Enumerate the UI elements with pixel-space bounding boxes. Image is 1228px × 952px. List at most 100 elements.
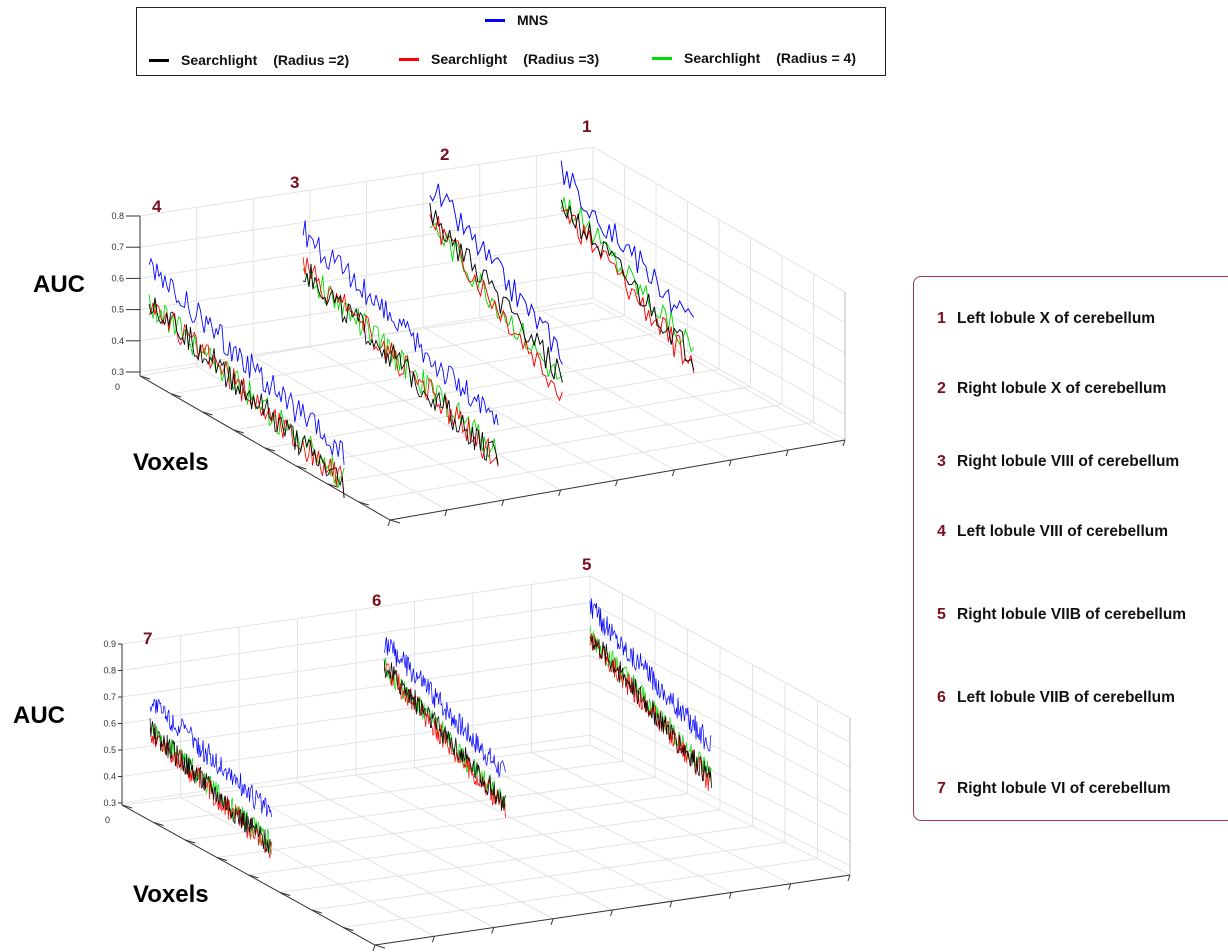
region-num-4: 4	[937, 523, 946, 540]
region-num-1: 1	[937, 310, 946, 327]
plot2-series-r3-5	[589, 633, 712, 792]
plot2-series-mns-5	[589, 598, 712, 752]
plot2-zticklabel: 0.8	[103, 666, 116, 676]
region-num-2: 2	[937, 380, 946, 397]
plot1-floor-grid-w	[536, 307, 789, 451]
plot1-x-tick	[202, 411, 213, 416]
region-num-7: 7	[937, 780, 946, 797]
plot1-y-tick	[728, 459, 732, 467]
plot2-x-tick	[343, 927, 354, 931]
plot1-back-grid-h	[139, 240, 594, 311]
plot1-zticklabel: 0.7	[111, 242, 124, 252]
plot2-floor-grid-d	[280, 825, 753, 893]
plot2-back-grid-h	[121, 575, 591, 645]
plot2-x-tick	[374, 944, 386, 949]
plot1-floor-grid-d	[327, 404, 783, 485]
plot2-floor-grid-d	[311, 842, 786, 911]
legend-label-radius3: Searchlight	[431, 51, 508, 67]
plot1-zticklabel: 0.3	[111, 367, 124, 377]
plot2-x-tick	[248, 874, 259, 879]
plot1-side-grid-h	[592, 177, 846, 324]
region-legend: 1 Left lobule X of cerebellum 2 Right lo…	[913, 276, 1228, 821]
plot1-series-r2-2	[429, 203, 563, 383]
region-item-6: 6 Left lobule VIIB of cerebellum	[937, 689, 1175, 707]
plot1-floor-grid-d	[358, 421, 814, 503]
plot1-floor-grid-w	[422, 326, 675, 471]
region-name-2: Right lobule X of cerebellum	[957, 380, 1167, 397]
plot1-y-tick	[671, 469, 675, 477]
plot2-zticklabel: 0.9	[103, 639, 116, 649]
legend-param-radius4: (Radius = 4)	[776, 50, 856, 66]
plot1-side-grid-h	[592, 240, 846, 385]
plot2-floor-grid-w	[414, 767, 673, 902]
plot2-xticklabel: 0	[105, 815, 110, 825]
legend-swatch-radius4	[652, 56, 672, 60]
legend-label-radius4: Searchlight	[684, 50, 761, 66]
plot1-side-grid-h	[592, 302, 846, 446]
plot2-floor-grid-d	[343, 858, 818, 928]
plot1-y-tick	[444, 509, 448, 517]
plot2-group-label-6: 6	[372, 591, 381, 610]
plot2-x-tick	[311, 909, 322, 914]
plot2-back-grid-h	[121, 655, 591, 724]
plot1-group-label-3: 3	[290, 173, 299, 192]
plot1-y-tick	[558, 489, 562, 497]
plot1-zlabel: AUC	[33, 271, 85, 298]
plot1-series-r2-4	[148, 297, 345, 499]
legend-item-mns: MNS	[485, 12, 548, 28]
plot2-group-label-5: 5	[582, 555, 591, 574]
plot1-x-tick	[358, 501, 369, 506]
plot2-series-mns-7	[149, 698, 272, 818]
region-item-3: 3 Right lobule VIII of cerebellum	[937, 453, 1179, 471]
plot1-y-tick	[785, 449, 789, 457]
plot1-x-tick	[139, 375, 151, 380]
plot2-floor-grid-w	[531, 752, 791, 885]
plot2-zlabel: AUC	[13, 702, 65, 729]
plot1-group-label-1: 1	[582, 117, 591, 136]
region-item-1: 1 Left lobule X of cerebellum	[937, 310, 1155, 328]
plot1-grid	[139, 146, 846, 521]
plot1-group-label-2: 2	[440, 145, 449, 164]
legend-swatch-mns	[485, 18, 505, 22]
region-num-3: 3	[937, 453, 946, 470]
plot1-back-grid-h	[139, 146, 594, 217]
plot1-zticklabel: 0.5	[111, 305, 124, 315]
plot1-floor-grid-w	[592, 297, 846, 441]
plot2-y-tick	[610, 909, 613, 917]
plot1-back-grid-h	[139, 177, 594, 248]
plot2-y-tick	[669, 901, 673, 908]
plot2-group-label-7: 7	[143, 629, 152, 648]
plot1-series-r2-3	[302, 263, 499, 465]
region-name-7: Right lobule VI of cerebellum	[957, 780, 1171, 797]
plot1-zticklabel: 0.8	[111, 211, 124, 221]
plot2-group-6	[383, 636, 506, 818]
series-legend: MNS Searchlight (Radius =2) Searchlight …	[136, 7, 886, 76]
plot2-back-grid-h	[121, 734, 591, 804]
plot1-group-1	[560, 160, 695, 373]
plot2-y-tick	[372, 944, 376, 952]
plot2-back-grid-h	[121, 602, 591, 671]
plot2-y-tick	[788, 883, 792, 890]
plot1-group-2	[429, 183, 563, 402]
plot1-x-tick	[233, 429, 244, 434]
region-item-2: 2 Right lobule X of cerebellum	[937, 380, 1166, 398]
plot1-zticklabel: 0.6	[111, 273, 124, 283]
plot2-floor-grid-w	[472, 759, 732, 893]
plot1-x-tick	[389, 519, 401, 524]
plot1-side-grid-h	[592, 208, 846, 354]
legend-item-radius2: Searchlight (Radius =2)	[149, 52, 349, 68]
plot1-y-tick	[387, 519, 391, 527]
plot1-back-grid-h	[139, 208, 594, 279]
plot2-y-tick	[431, 936, 435, 943]
region-name-1: Left lobule X of cerebellum	[957, 310, 1156, 327]
plot1-series-r3-1	[561, 208, 695, 373]
plot2-y-tick	[550, 918, 554, 925]
plot1-side-grid-h	[592, 146, 846, 293]
region-num-5: 5	[937, 606, 946, 623]
plot2-side-grid-h	[589, 734, 851, 867]
plot2-floor-grid-w	[589, 744, 851, 876]
region-item-4: 4 Left lobule VIII of cerebellum	[937, 523, 1168, 541]
legend-item-radius4: Searchlight (Radius = 4)	[652, 50, 856, 66]
plot2-y-tick	[491, 927, 495, 934]
plot2-x-tick	[153, 822, 164, 826]
